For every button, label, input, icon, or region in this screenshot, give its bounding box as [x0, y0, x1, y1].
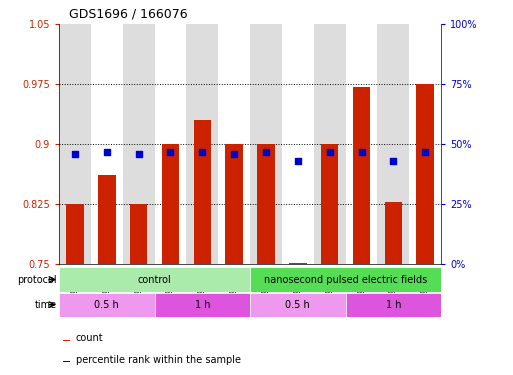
Bar [321, 144, 339, 264]
Text: protocol: protocol [17, 274, 56, 285]
Bar [346, 24, 378, 264]
Bar [250, 24, 282, 264]
Point [198, 148, 206, 154]
Text: nanosecond pulsed electric fields: nanosecond pulsed electric fields [264, 274, 427, 285]
Point [71, 151, 79, 157]
Bar [346, 292, 441, 317]
Bar [250, 267, 441, 292]
Bar [314, 24, 346, 264]
Bar [98, 175, 115, 264]
Bar [63, 362, 70, 363]
Bar [289, 263, 307, 264]
Point [389, 158, 398, 164]
Point [262, 148, 270, 154]
Bar [154, 292, 250, 317]
Text: 1 h: 1 h [386, 300, 401, 310]
Bar [385, 202, 402, 264]
Bar [417, 84, 434, 264]
Text: 0.5 h: 0.5 h [94, 300, 119, 310]
Bar [91, 24, 123, 264]
Bar [66, 204, 84, 264]
Bar [193, 120, 211, 264]
Bar [353, 87, 370, 264]
Text: time: time [34, 300, 56, 310]
Point [326, 148, 334, 154]
Bar [63, 340, 70, 341]
Text: GDS1696 / 166076: GDS1696 / 166076 [69, 8, 188, 21]
Text: control: control [137, 274, 171, 285]
Bar [59, 24, 91, 264]
Point [294, 158, 302, 164]
Bar [162, 144, 179, 264]
Bar [250, 292, 346, 317]
Bar [123, 24, 154, 264]
Bar [409, 24, 441, 264]
Bar [282, 24, 314, 264]
Bar [257, 144, 275, 264]
Bar [59, 292, 154, 317]
Bar [218, 24, 250, 264]
Bar [225, 144, 243, 264]
Point [230, 151, 238, 157]
Text: percentile rank within the sample: percentile rank within the sample [76, 354, 241, 364]
Point [358, 148, 366, 154]
Text: count: count [76, 333, 104, 343]
Point [103, 148, 111, 154]
Bar [186, 24, 218, 264]
Point [134, 151, 143, 157]
Text: 1 h: 1 h [194, 300, 210, 310]
Bar [378, 24, 409, 264]
Bar [59, 267, 250, 292]
Point [166, 148, 174, 154]
Text: 0.5 h: 0.5 h [286, 300, 310, 310]
Bar [154, 24, 186, 264]
Point [421, 148, 429, 154]
Bar [130, 204, 147, 264]
